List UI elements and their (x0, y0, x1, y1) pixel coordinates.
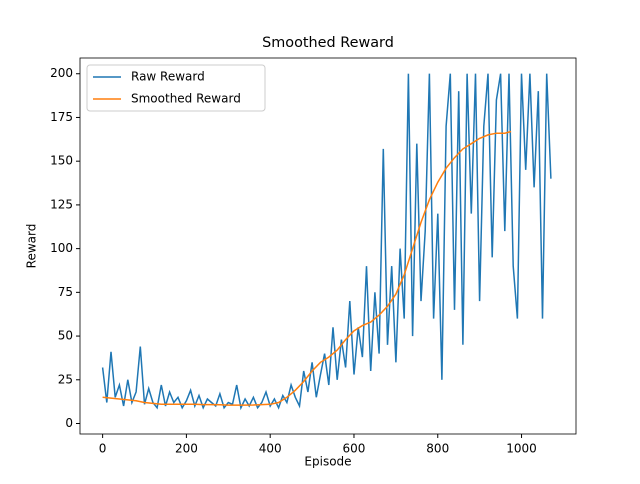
plot-frame (79, 57, 577, 435)
y-tick-label: 150 (50, 154, 73, 168)
y-axis-label: Reward (25, 224, 39, 269)
x-tick-label: 200 (175, 442, 198, 456)
x-tick-label: 600 (343, 442, 366, 456)
y-tick-label: 0 (65, 416, 73, 430)
y-tick-label: 100 (50, 241, 73, 255)
series-line (102, 130, 512, 406)
y-tick-label: 200 (50, 66, 73, 80)
y-tick-label: 125 (50, 197, 73, 211)
y-tick-label: 25 (58, 372, 73, 386)
x-tick-label: 800 (426, 442, 449, 456)
y-tick-label: 50 (58, 329, 73, 343)
legend-label: Smoothed Reward (131, 92, 241, 106)
legend-box (86, 64, 266, 112)
y-tick-label: 175 (50, 110, 73, 124)
series-line (101, 73, 552, 411)
chart-title: Smoothed Reward (262, 35, 394, 51)
legend-label: Raw Reward (131, 70, 205, 84)
x-tick-label: 0 (99, 442, 107, 456)
x-axis-label: Episode (304, 455, 351, 469)
y-tick-label: 75 (58, 285, 73, 299)
x-tick-label: 1000 (506, 442, 537, 456)
x-tick-label: 400 (259, 442, 282, 456)
